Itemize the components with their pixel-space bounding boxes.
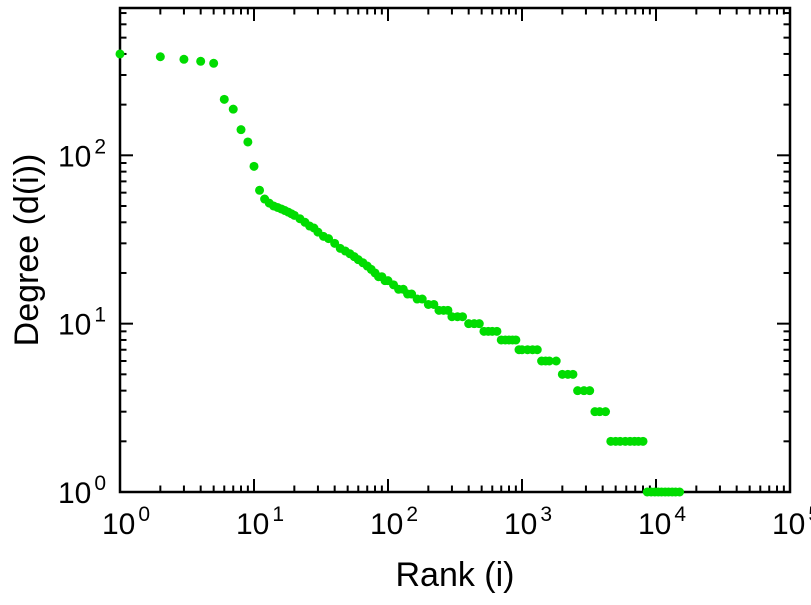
data-point <box>249 161 259 171</box>
data-point <box>179 54 189 64</box>
data-point <box>511 335 521 345</box>
data-point <box>551 356 561 366</box>
data-point <box>585 386 595 396</box>
data-point <box>115 49 125 59</box>
data-point <box>675 487 685 497</box>
x-axis-label: Rank (i) <box>395 556 514 594</box>
data-point <box>228 104 238 114</box>
data-point <box>196 56 206 66</box>
plot-frame-layer <box>118 6 792 494</box>
y-axis-label: Degree (d(i)) <box>8 154 46 347</box>
x-tick-label: 105 <box>772 503 811 541</box>
x-tick-label: 10 0 <box>102 503 150 541</box>
data-point <box>458 312 468 322</box>
data-point <box>573 386 583 396</box>
data-point <box>209 58 219 68</box>
scatter-points-layer <box>115 49 685 497</box>
y-tick-label: 10 2 <box>58 135 106 173</box>
axis-tick-labels-layer: 100 101 102 103 104 105 100 101 102 <box>58 135 811 541</box>
data-point <box>474 319 484 329</box>
data-point <box>638 436 648 446</box>
data-point <box>429 299 439 309</box>
data-point <box>324 234 334 244</box>
plot-frame <box>118 6 792 494</box>
y-tick-label: 10 0 <box>58 472 106 510</box>
data-point <box>243 137 253 147</box>
data-point <box>155 52 165 62</box>
data-point <box>255 185 265 195</box>
data-point <box>532 345 542 355</box>
x-tick-label: 10 2 <box>370 503 418 541</box>
data-point <box>219 94 229 104</box>
data-point <box>568 369 578 379</box>
data-point <box>417 294 427 304</box>
x-tick-label: 10 4 <box>638 503 686 541</box>
x-tick-label: 10 3 <box>504 503 552 541</box>
data-point <box>601 407 611 417</box>
data-point <box>492 326 502 336</box>
y-tick-label: 10 1 <box>58 304 106 342</box>
axis-ticks-layer <box>119 8 791 493</box>
data-point <box>236 125 246 135</box>
data-point <box>544 356 554 366</box>
x-tick-label: 10 1 <box>236 503 284 541</box>
